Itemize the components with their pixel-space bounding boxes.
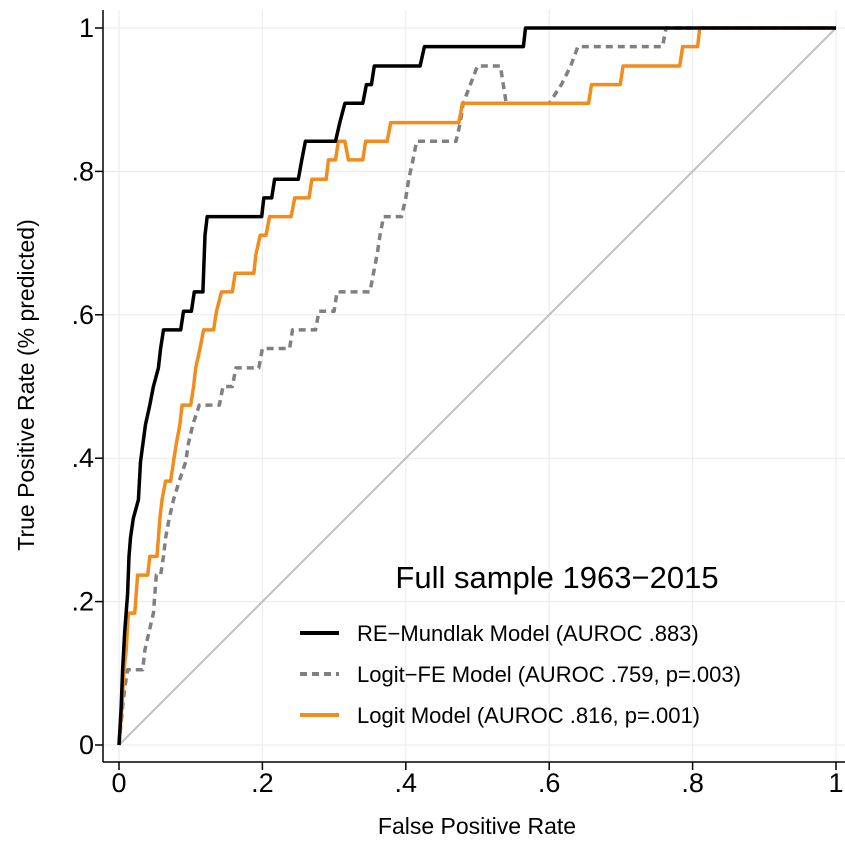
chart-annotation: Full sample 1963−2015	[395, 560, 718, 595]
y-tick-label: .8	[71, 156, 94, 186]
series-line-2	[117, 26, 836, 746]
reference-diagonal-line	[118, 27, 837, 746]
grid-lines	[103, 10, 845, 762]
axis-ticks: 0 .2 .4 .6 .8 1 0 .2 .4 .6 .8 1	[71, 13, 843, 798]
y-tick-label: .4	[71, 443, 94, 473]
y-axis-label: True Positive Rate (% predicted)	[13, 219, 39, 551]
legend-label-1: Logit−FE Model (AUROC .759, p=.003)	[357, 662, 741, 687]
x-tick-label: 1	[828, 768, 843, 798]
y-tick-label: 0	[79, 730, 94, 760]
legend-label-0: RE−Mundlak Model (AUROC .883)	[357, 621, 699, 646]
x-tick-label: .2	[251, 768, 274, 798]
x-tick-label: .4	[395, 768, 418, 798]
legend-label-2: Logit Model (AUROC .816, p=.001)	[357, 703, 700, 728]
roc-curves	[117, 26, 837, 746]
legend: RE−Mundlak Model (AUROC .883) Logit−FE Mo…	[300, 621, 741, 728]
x-tick-label: .8	[681, 768, 704, 798]
y-tick-label: 1	[79, 13, 94, 43]
series-line-0	[117, 26, 836, 746]
x-axis-label: False Positive Rate	[378, 813, 576, 839]
plot-frame	[102, 10, 845, 763]
x-tick-label: .6	[538, 768, 561, 798]
x-tick-label: 0	[111, 768, 126, 798]
series-line-1	[117, 26, 836, 746]
y-tick-label: .2	[71, 587, 94, 617]
y-tick-label: .6	[71, 300, 94, 330]
